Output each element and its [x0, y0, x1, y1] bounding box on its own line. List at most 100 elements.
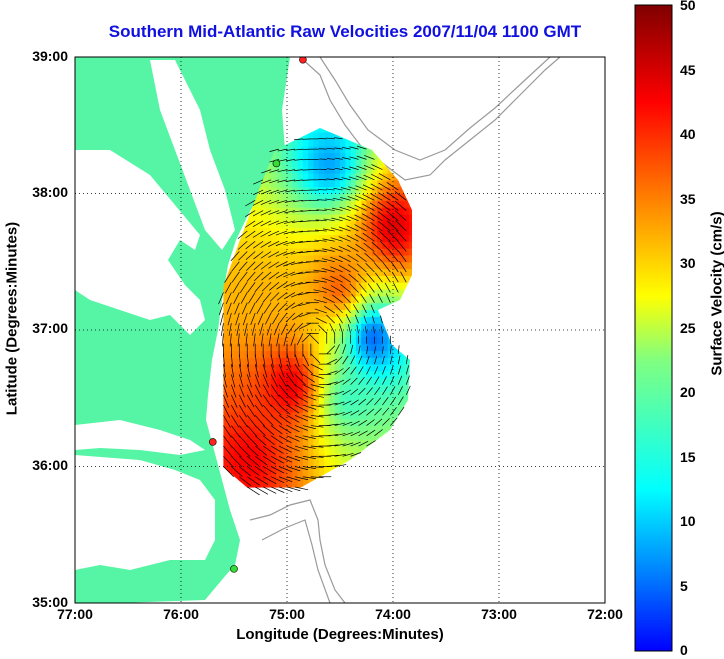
velocity-vector: [377, 211, 391, 222]
velocity-cell: [350, 275, 357, 283]
velocity-vector: [262, 466, 277, 475]
velocity-cell: [297, 446, 304, 454]
velocity-cell: [276, 207, 283, 215]
velocity-cell: [340, 432, 346, 440]
velocity-cell: [223, 418, 230, 427]
velocity-vector: [364, 252, 375, 263]
velocity-cell: [366, 186, 373, 195]
velocity-cell: [276, 166, 283, 174]
velocity-cell: [302, 179, 309, 188]
velocity-cell: [371, 275, 378, 283]
velocity-cell: [350, 234, 357, 242]
velocity-vector: [317, 199, 327, 201]
velocity-cell: [249, 377, 256, 386]
velocity-cell: [260, 268, 267, 276]
velocity-cell: [361, 398, 368, 406]
velocity-cell: [324, 234, 330, 242]
velocity-cell: [313, 384, 320, 393]
velocity-vector: [369, 212, 383, 222]
velocity-cell: [355, 166, 362, 174]
velocity-vector: [293, 322, 304, 333]
velocity-cell: [350, 391, 357, 399]
velocity-cell: [371, 309, 378, 317]
velocity-cell: [271, 364, 277, 372]
velocity-vector: [330, 285, 343, 293]
velocity-cell: [318, 213, 325, 222]
velocity-vector: [290, 292, 304, 298]
velocity-vector: [350, 366, 357, 375]
velocity-cell: [355, 398, 362, 406]
velocity-vector: [326, 314, 335, 324]
velocity-cell: [371, 323, 378, 331]
velocity-cell: [292, 227, 299, 236]
velocity-cell: [398, 275, 405, 283]
velocity-cell: [297, 364, 304, 372]
velocity-cell: [239, 398, 246, 406]
velocity-cell: [281, 234, 288, 242]
velocity-cell: [287, 241, 293, 249]
velocity-cell: [324, 343, 330, 352]
velocity-vector: [238, 261, 248, 272]
velocity-cell: [244, 309, 251, 317]
velocity-vector: [225, 292, 232, 305]
velocity-cell: [223, 357, 230, 365]
velocity-cell: [318, 145, 325, 154]
velocity-cell: [361, 234, 368, 242]
velocity-cell: [371, 227, 378, 236]
velocity-cell: [345, 350, 352, 358]
velocity-cell: [313, 234, 320, 242]
velocity-cell: [324, 261, 330, 270]
velocity-cell: [334, 398, 341, 406]
velocity-cell: [239, 261, 246, 270]
velocity-vector: [373, 262, 383, 273]
velocity-vector: [385, 293, 391, 303]
velocity-cell: [377, 357, 383, 365]
velocity-vector: [261, 281, 272, 292]
velocity-cell: [255, 282, 262, 290]
velocity-vector: [254, 384, 262, 398]
velocity-cell: [408, 261, 412, 270]
velocity-vector: [355, 253, 367, 263]
velocity-cell: [340, 391, 346, 399]
velocity-cell: [265, 398, 272, 406]
velocity-cell: [281, 200, 288, 208]
velocity-cell: [297, 234, 304, 242]
velocity-cell: [239, 439, 246, 447]
velocity-cell: [292, 323, 299, 331]
velocity-cell: [345, 234, 352, 242]
velocity-cell: [265, 473, 272, 481]
velocity-cell: [340, 350, 346, 358]
velocity-cell: [255, 391, 262, 399]
velocity-cell: [366, 377, 373, 386]
velocity-vector: [313, 259, 327, 263]
velocity-vector: [245, 333, 248, 347]
velocity-cell: [340, 309, 346, 317]
velocity-cell: [223, 411, 230, 420]
velocity-cell: [292, 145, 299, 154]
velocity-cell: [308, 425, 315, 433]
velocity-cell: [350, 364, 357, 372]
velocity-vector: [284, 199, 296, 203]
velocity-cell: [345, 173, 352, 181]
velocity-vector: [330, 237, 343, 242]
velocity-vector: [294, 384, 308, 394]
velocity-cell: [281, 418, 288, 427]
velocity-vector: [285, 312, 296, 323]
velocity-cell: [265, 357, 272, 365]
velocity-cell: [371, 384, 378, 393]
velocity-cell: [366, 425, 373, 433]
velocity-cell: [292, 193, 299, 201]
velocity-cell: [297, 466, 304, 474]
velocity-vector: [355, 175, 367, 181]
velocity-cell: [329, 439, 336, 447]
velocity-cell: [318, 309, 325, 317]
velocity-vector: [342, 389, 352, 396]
velocity-vector: [362, 194, 375, 201]
velocity-cell: [355, 145, 362, 154]
velocity-cell: [276, 302, 283, 311]
velocity-vector: [334, 401, 345, 406]
velocity-cell: [287, 145, 293, 154]
velocity-cell: [329, 241, 336, 249]
velocity-cell: [223, 459, 230, 468]
velocity-vector: [276, 292, 288, 301]
